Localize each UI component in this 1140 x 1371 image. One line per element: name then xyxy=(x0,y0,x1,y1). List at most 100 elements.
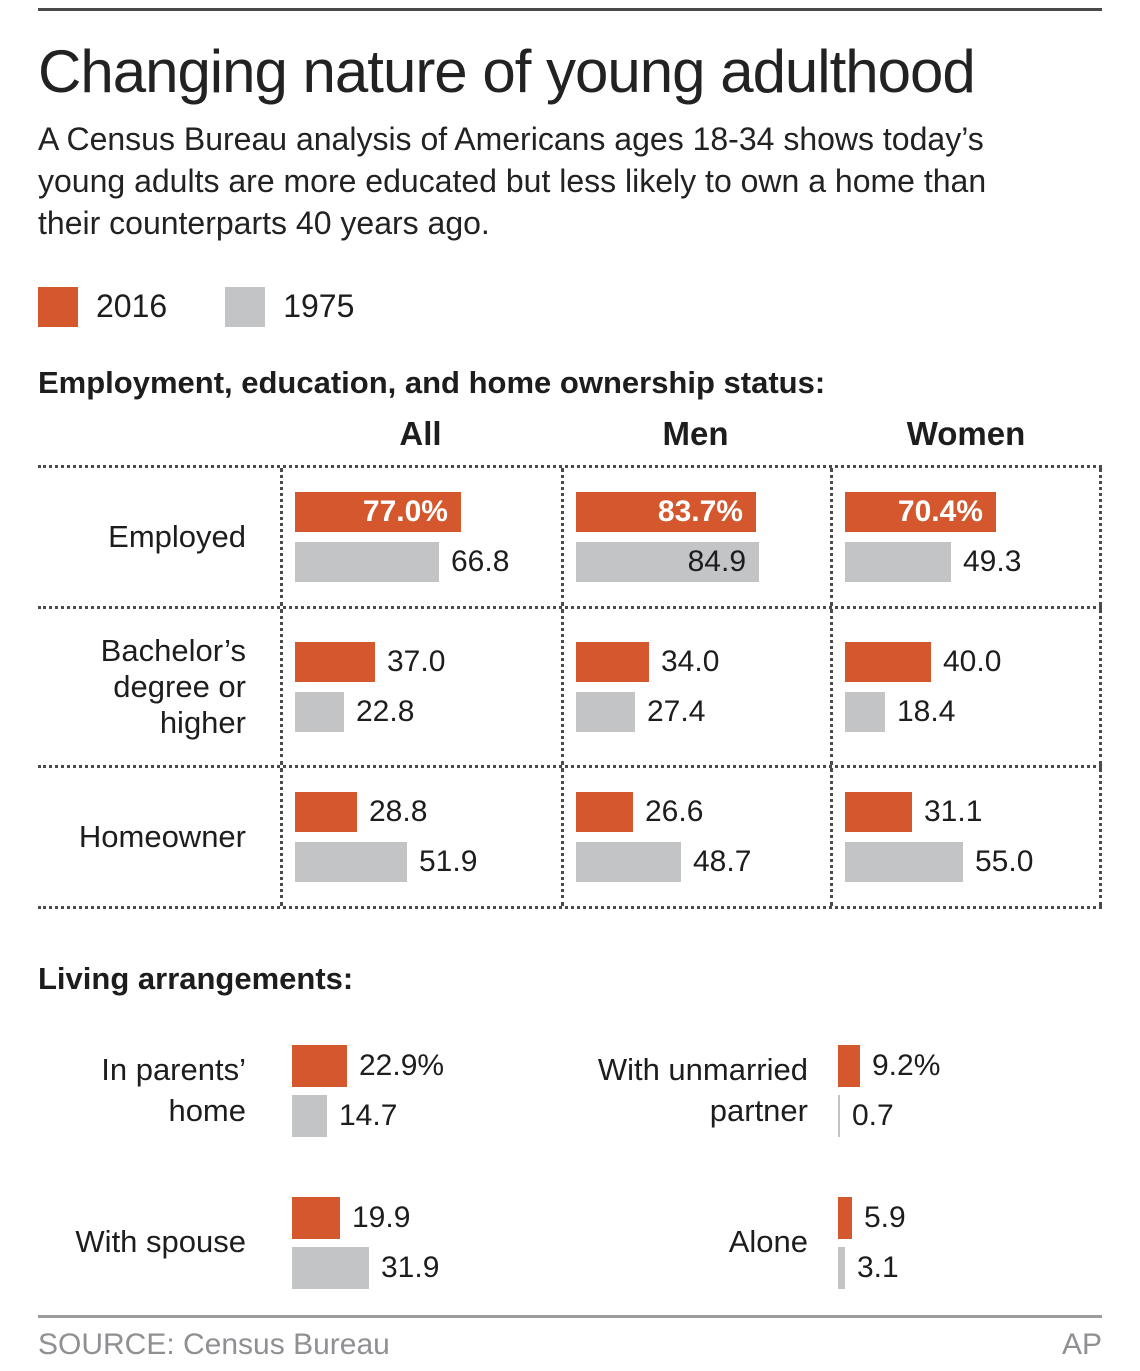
bar-pair-2016: 28.8 28.8 xyxy=(295,791,561,832)
bar-pair-1975: 22.8 22.8 xyxy=(295,691,561,732)
item-bars-in-parents-home: 22.9% 22.9% 14.7 14.7 xyxy=(280,1044,580,1137)
bar-pair-2016: 31.1 31.1 xyxy=(845,791,1099,832)
bar-pair-2016: 5.9 5.9 xyxy=(838,1196,1102,1239)
bar-value-label: 14.7 xyxy=(339,1098,398,1132)
bar-1975: 27.4 xyxy=(576,691,635,732)
bar-1975: 18.4 xyxy=(845,691,885,732)
cell-homeowner-women: 31.1 31.1 55.0 55.0 xyxy=(830,767,1102,906)
page-title: Changing nature of young adulthood xyxy=(38,38,976,105)
item-label-with-unmarried-partner: With unmarried partner xyxy=(597,1052,808,1128)
column-header-all: All xyxy=(399,414,442,452)
item-bars-alone: 5.9 5.9 3.1 3.1 xyxy=(838,1196,1102,1289)
bar-pair-1975: 49.3 49.3 xyxy=(845,541,1099,582)
item-bars-with-spouse: 19.9 19.9 31.9 31.9 xyxy=(280,1196,580,1289)
employment-table-header: All Men Women xyxy=(38,415,1102,465)
item-label-with-spouse: With spouse xyxy=(75,1224,246,1260)
bar-value-label: 37.0 xyxy=(387,644,446,678)
cell-bachelors-men: 34.0 34.0 27.4 27.4 xyxy=(561,608,830,765)
bar-2016: 70.4% xyxy=(845,491,996,532)
legend-label-2016: 2016 xyxy=(96,288,168,325)
bar-value-label: 66.8 xyxy=(451,544,510,578)
bar-value-label: 55.0 xyxy=(975,844,1034,878)
bar-1975: 51.9 xyxy=(295,841,407,882)
bar-pair-2016: 34.0 34.0 xyxy=(576,641,830,682)
bar-value-label: 49.3 xyxy=(963,544,1022,578)
legend-item-2016: 2016 xyxy=(38,286,168,327)
bar-value-label: 28.8 xyxy=(369,794,428,828)
bar-pair-2016: 22.9% 22.9% xyxy=(292,1044,580,1087)
bar-value-label: 3.1 xyxy=(857,1250,899,1284)
row-label-text: Bachelor’s degree or higher xyxy=(100,632,246,740)
bar-pair-1975: 48.7 48.7 xyxy=(576,841,830,882)
employment-table: All Men Women Employed 77.0% 77.0% 66.8 … xyxy=(38,415,1102,909)
cell-bachelors-all: 37.0 37.0 22.8 22.8 xyxy=(280,608,561,765)
bar-1975: 55.0 xyxy=(845,841,963,882)
bar-pair-1975: 31.9 31.9 xyxy=(292,1246,580,1289)
bar-value-label: 51.9 xyxy=(419,844,478,878)
item-label-alone: Alone xyxy=(728,1224,808,1260)
bar-pair-2016: 37.0 37.0 xyxy=(295,641,561,682)
bar-pair-1975: 0.7 0.7 xyxy=(838,1094,1102,1137)
bar-2016: 9.2% xyxy=(838,1044,860,1087)
cell-employed-men: 83.7% 83.7% 84.9 84.9 xyxy=(561,467,830,606)
bar-1975: 84.9 xyxy=(576,541,759,582)
bar-2016: 34.0 xyxy=(576,641,649,682)
bar-value-label: 77.0% xyxy=(362,494,448,528)
bar-pair-1975: 18.4 18.4 xyxy=(845,691,1099,732)
bar-value-label: 31.9 xyxy=(381,1250,440,1284)
bar-1975: 66.8 xyxy=(295,541,439,582)
table-row-bachelors: Bachelor’s degree or higher 37.0 37.0 22… xyxy=(38,605,1102,765)
bar-value-label: 22.9% xyxy=(359,1048,445,1082)
bar-pair-1975: 27.4 27.4 xyxy=(576,691,830,732)
bar-2016: 31.1 xyxy=(845,791,912,832)
bar-value-label: 19.9 xyxy=(352,1200,411,1234)
section-title-employment: Employment, education, and home ownershi… xyxy=(38,364,826,400)
bar-1975: 22.8 xyxy=(295,691,344,732)
section-title-living-arrangements: Living arrangements: xyxy=(38,960,354,996)
column-header-men: Men xyxy=(662,414,729,452)
bar-value-label: 27.4 xyxy=(647,694,706,728)
item-bars-with-unmarried-partner: 9.2% 9.2% 0.7 0.7 xyxy=(838,1044,1102,1137)
row-label-employed: Employed xyxy=(38,468,280,606)
bar-2016: 5.9 xyxy=(838,1196,852,1239)
bar-pair-1975: 51.9 51.9 xyxy=(295,841,561,882)
cell-homeowner-all: 28.8 28.8 51.9 51.9 xyxy=(280,767,561,906)
footer-rule xyxy=(38,1314,1102,1318)
bar-value-label: 26.6 xyxy=(645,794,704,828)
bar-pair-1975: 66.8 66.8 xyxy=(295,541,561,582)
column-header-spacer xyxy=(38,415,280,465)
footer: SOURCE: Census Bureau AP xyxy=(38,1328,1102,1362)
table-row-employed: Employed 77.0% 77.0% 66.8 66.8 83.7% xyxy=(38,464,1102,606)
bar-pair-1975: 84.9 84.9 xyxy=(576,541,830,582)
bar-value-label: 48.7 xyxy=(693,844,752,878)
bar-pair-2016: 70.4% 70.4% xyxy=(845,491,1099,532)
bar-pair-1975: 3.1 3.1 xyxy=(838,1246,1102,1289)
cell-homeowner-men: 26.6 26.6 48.7 48.7 xyxy=(561,767,830,906)
bar-2016: 77.0% xyxy=(295,491,461,532)
footer-source: SOURCE: Census Bureau xyxy=(38,1327,390,1361)
page-subtitle: A Census Bureau analysis of Americans ag… xyxy=(38,121,987,242)
bar-pair-2016: 77.0% 77.0% xyxy=(295,491,561,532)
bar-value-label: 0.7 xyxy=(852,1098,894,1132)
bar-value-label: 70.4% xyxy=(897,494,983,528)
row-label-text: Employed xyxy=(108,518,246,554)
legend-label-1975: 1975 xyxy=(283,288,355,325)
bar-value-label: 40.0 xyxy=(943,644,1002,678)
bar-1975: 48.7 xyxy=(576,841,681,882)
bar-1975: 31.9 xyxy=(292,1246,369,1289)
bar-pair-1975: 14.7 14.7 xyxy=(292,1094,580,1137)
row-label-homeowner: Homeowner xyxy=(38,768,280,906)
bar-2016: 28.8 xyxy=(295,791,357,832)
footer-credit: AP xyxy=(1061,1327,1102,1361)
legend-swatch-1975 xyxy=(225,286,266,327)
row-label-bachelors: Bachelor’s degree or higher xyxy=(38,609,280,765)
bar-value-label: 84.9 xyxy=(687,544,746,578)
item-label-in-parents-home: In parents’ home xyxy=(101,1052,246,1128)
bar-2016: 19.9 xyxy=(292,1196,340,1239)
bar-2016: 22.9% xyxy=(292,1044,347,1087)
bar-1975: 14.7 xyxy=(292,1094,327,1137)
bar-2016: 40.0 xyxy=(845,641,931,682)
legend: 2016 1975 xyxy=(38,286,1102,327)
employment-table-body: Employed 77.0% 77.0% 66.8 66.8 83.7% xyxy=(38,464,1102,909)
